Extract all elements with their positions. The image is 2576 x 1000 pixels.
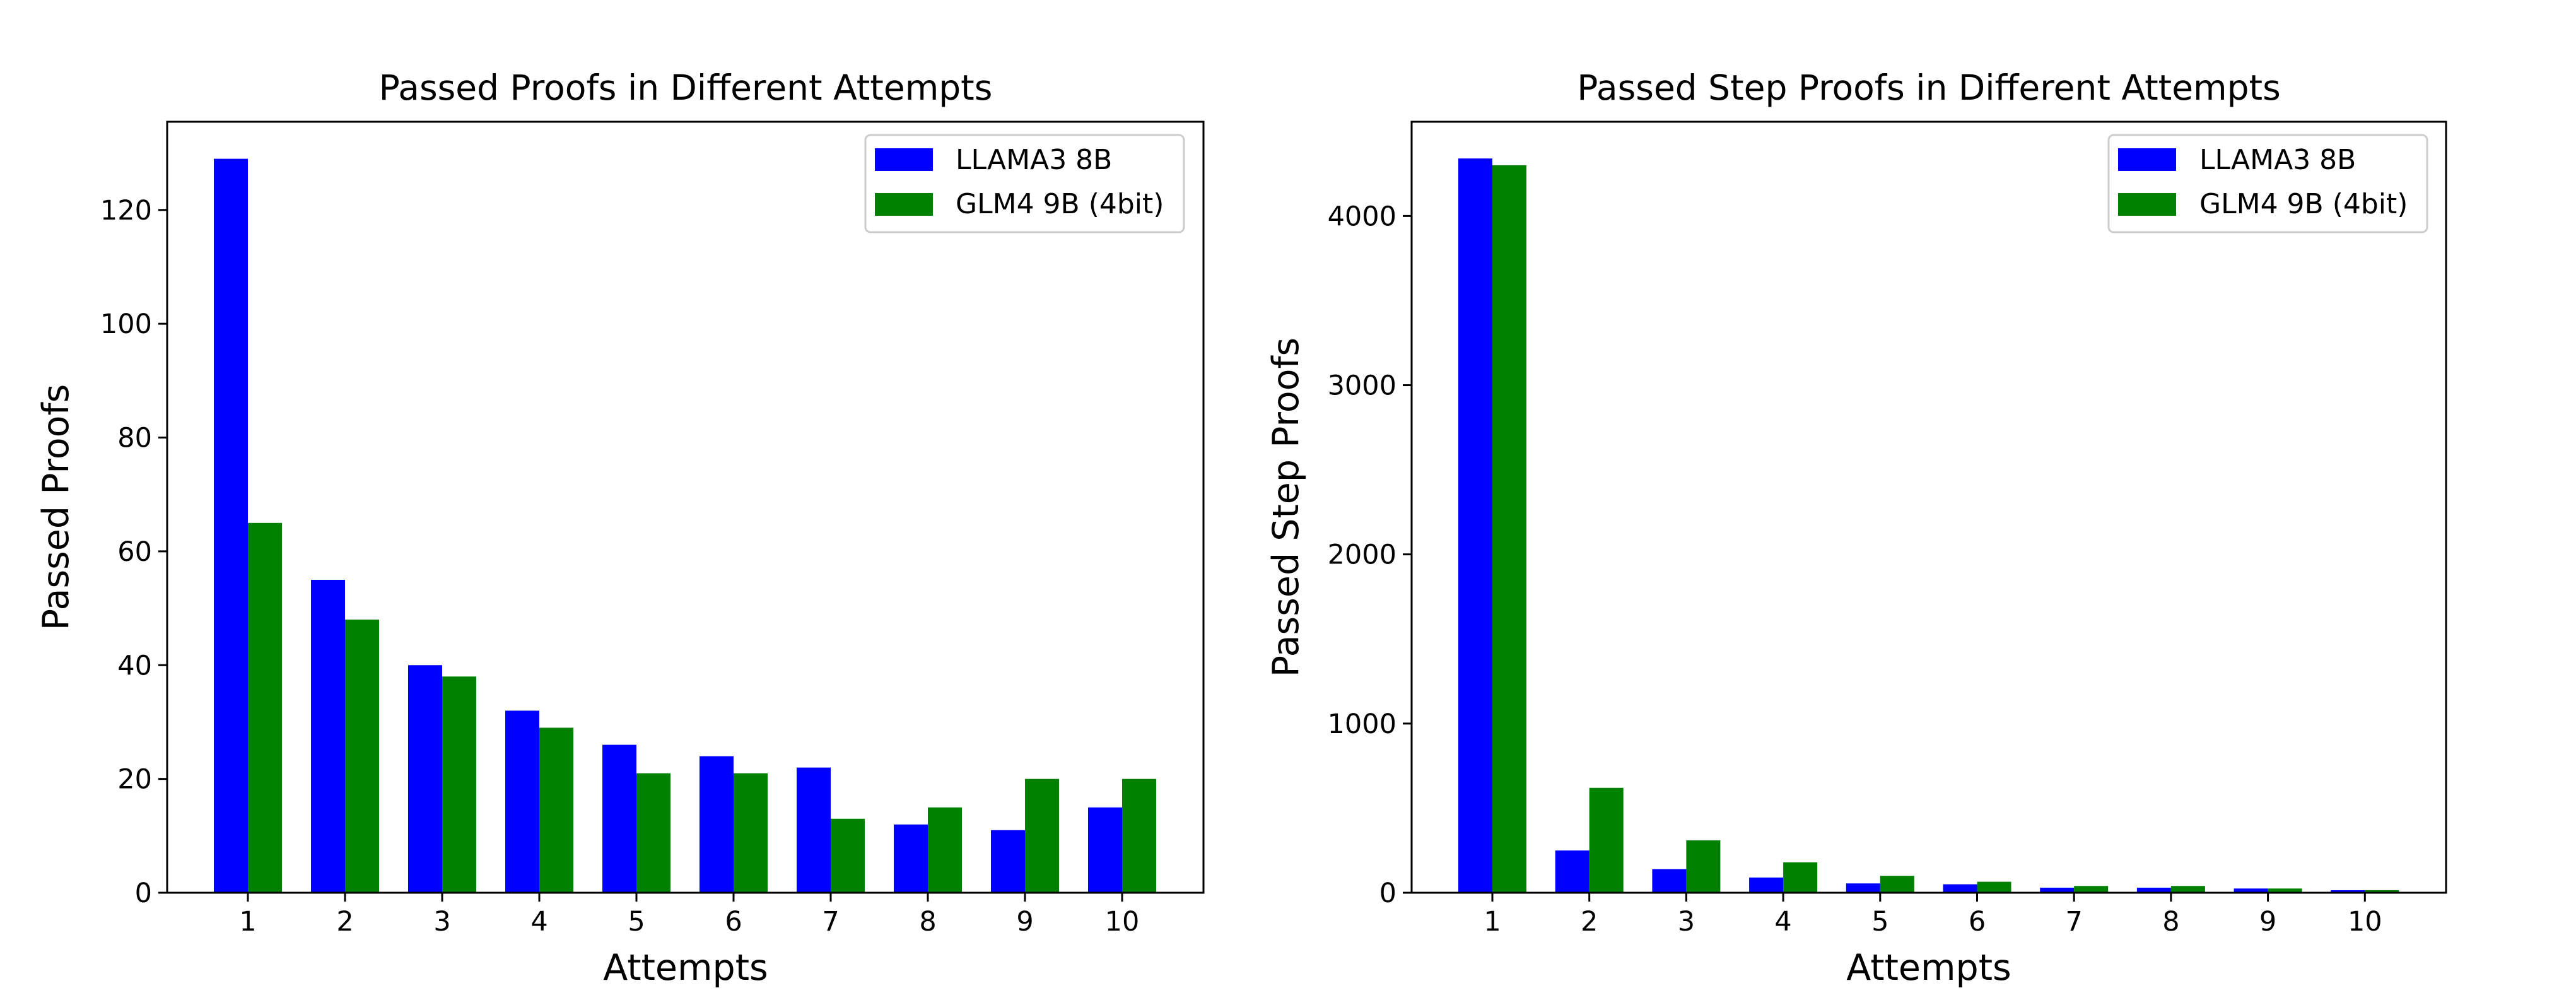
chart-title: Passed Proofs in Different Attempts [379,68,993,108]
x-tick-label: 3 [433,906,450,938]
bar-glm4-9b-4bit-attempt-4 [539,727,573,893]
legend-swatch-llama3 [875,148,933,171]
bar-llama3-8b-attempt-5 [602,744,636,893]
legend-swatch-llama3 [2118,148,2176,171]
chart-title: Passed Step Proofs in Different Attempts [1577,68,2281,108]
legend-label-llama3: LLAMA3 8B [956,144,1112,176]
bar-llama3-8b-attempt-9 [2234,888,2268,893]
y-axis-label: Passed Proofs [35,384,77,631]
bar-llama3-8b-attempt-5 [1846,883,1880,893]
bar-glm4-9b-4bit-attempt-2 [345,620,379,893]
legend-swatch-glm4 [2118,193,2176,216]
y-tick-label: 0 [1379,878,1396,909]
bar-glm4-9b-4bit-attempt-9 [2268,888,2302,893]
y-axis-label: Passed Step Proofs [1265,338,1307,677]
legend-box [864,134,1185,233]
bar-llama3-8b-attempt-6 [700,756,734,893]
bar-glm4-9b-4bit-attempt-1 [248,522,282,893]
bars-group [214,158,1156,893]
x-tick-label: 4 [530,906,547,938]
bar-glm4-9b-4bit-attempt-4 [1783,862,1818,893]
y-tick-label: 120 [100,195,152,226]
bar-llama3-8b-attempt-6 [1943,884,1977,893]
bar-llama3-8b-attempt-10 [2331,890,2365,893]
x-tick-label: 9 [2259,906,2276,938]
bar-glm4-9b-4bit-attempt-10 [1122,779,1156,893]
x-tick-label: 8 [2162,906,2179,938]
x-tick-label: 8 [919,906,936,938]
x-tick-label: 10 [1105,906,1140,938]
legend: LLAMA3 8B GLM4 9B (4bit) [864,134,1185,233]
bar-llama3-8b-attempt-7 [2040,887,2075,893]
bar-glm4-9b-4bit-attempt-2 [1589,787,1624,893]
passed-proofs-chart: Passed Proofs in Different Attempts 1 2 3 4… [35,68,1205,989]
bar-llama3-8b-attempt-3 [1652,869,1687,893]
x-tick-label: 6 [725,906,742,938]
bar-glm4-9b-4bit-attempt-3 [442,676,476,893]
bar-glm4-9b-4bit-attempt-9 [1025,779,1059,893]
bars-group [1458,158,2399,893]
x-tick-label: 7 [822,906,839,938]
y-tick-label: 2000 [1328,539,1396,571]
x-tick-label: 5 [628,906,645,938]
bar-llama3-8b-attempt-10 [1088,807,1122,893]
bar-glm4-9b-4bit-attempt-8 [2170,886,2205,893]
x-axis-label: Attempts [1846,947,2011,989]
bar-llama3-8b-attempt-4 [505,710,539,893]
y-tick-label: 0 [135,878,152,909]
legend-box [2107,134,2428,233]
y-tick-label: 80 [117,423,152,454]
bar-llama3-8b-attempt-2 [311,579,345,893]
y-tick-label: 3000 [1328,370,1396,402]
x-tick-label: 4 [1774,906,1791,938]
passed-step-proofs-chart: Passed Step Proofs in Different Attempts… [1265,68,2447,989]
x-tick-label: 10 [2348,906,2382,938]
bar-glm4-9b-4bit-attempt-7 [831,818,865,893]
plot-frame [1410,121,2447,894]
y-tick-label: 100 [100,309,152,340]
bar-glm4-9b-4bit-attempt-6 [1977,881,2011,893]
x-tick-label: 9 [1016,906,1033,938]
x-tick-label: 1 [1484,906,1501,938]
bar-glm4-9b-4bit-attempt-5 [1880,876,1914,893]
y-tick-label: 40 [117,650,152,681]
legend-label-glm4: GLM4 9B (4bit) [956,188,1164,220]
bar-llama3-8b-attempt-3 [408,665,442,893]
y-tick-label: 20 [117,764,152,796]
plot-frame [166,121,1205,894]
bar-llama3-8b-attempt-2 [1555,850,1590,893]
y-tick-label: 60 [117,536,152,568]
bar-llama3-8b-attempt-9 [991,830,1025,893]
y-tick-label: 4000 [1328,201,1396,232]
bar-glm4-9b-4bit-attempt-8 [928,807,962,893]
legend: LLAMA3 8B GLM4 9B (4bit) [2107,134,2428,233]
legend-label-glm4: GLM4 9B (4bit) [2199,188,2408,220]
bar-glm4-9b-4bit-attempt-3 [1686,840,1721,893]
x-tick-label: 6 [1969,906,1986,938]
bar-llama3-8b-attempt-1 [1458,158,1492,893]
x-tick-label: 1 [239,906,256,938]
legend-swatch-glm4 [875,193,933,216]
bar-llama3-8b-attempt-1 [214,158,248,893]
bar-llama3-8b-attempt-8 [894,824,928,893]
bar-glm4-9b-4bit-attempt-1 [1492,165,1526,893]
x-axis-label: Attempts [603,947,768,989]
bar-llama3-8b-attempt-7 [797,767,831,893]
ticks-group: 1 2 3 4 5 6 7 8 9 10 0 1000 2000 3000 4000 [1328,201,2382,938]
y-tick-label: 1000 [1328,709,1396,740]
bar-glm4-9b-4bit-attempt-6 [734,773,768,893]
x-tick-label: 7 [2066,906,2083,938]
x-tick-label: 2 [1581,906,1598,938]
bar-glm4-9b-4bit-attempt-7 [2074,886,2109,893]
x-tick-label: 2 [336,906,353,938]
x-tick-label: 5 [1871,906,1888,938]
bar-llama3-8b-attempt-8 [2136,887,2171,893]
bar-glm4-9b-4bit-attempt-10 [2365,890,2399,893]
bar-llama3-8b-attempt-4 [1749,877,1784,893]
bar-glm4-9b-4bit-attempt-5 [636,773,670,893]
x-tick-label: 3 [1678,906,1695,938]
legend-label-llama3: LLAMA3 8B [2199,144,2356,176]
